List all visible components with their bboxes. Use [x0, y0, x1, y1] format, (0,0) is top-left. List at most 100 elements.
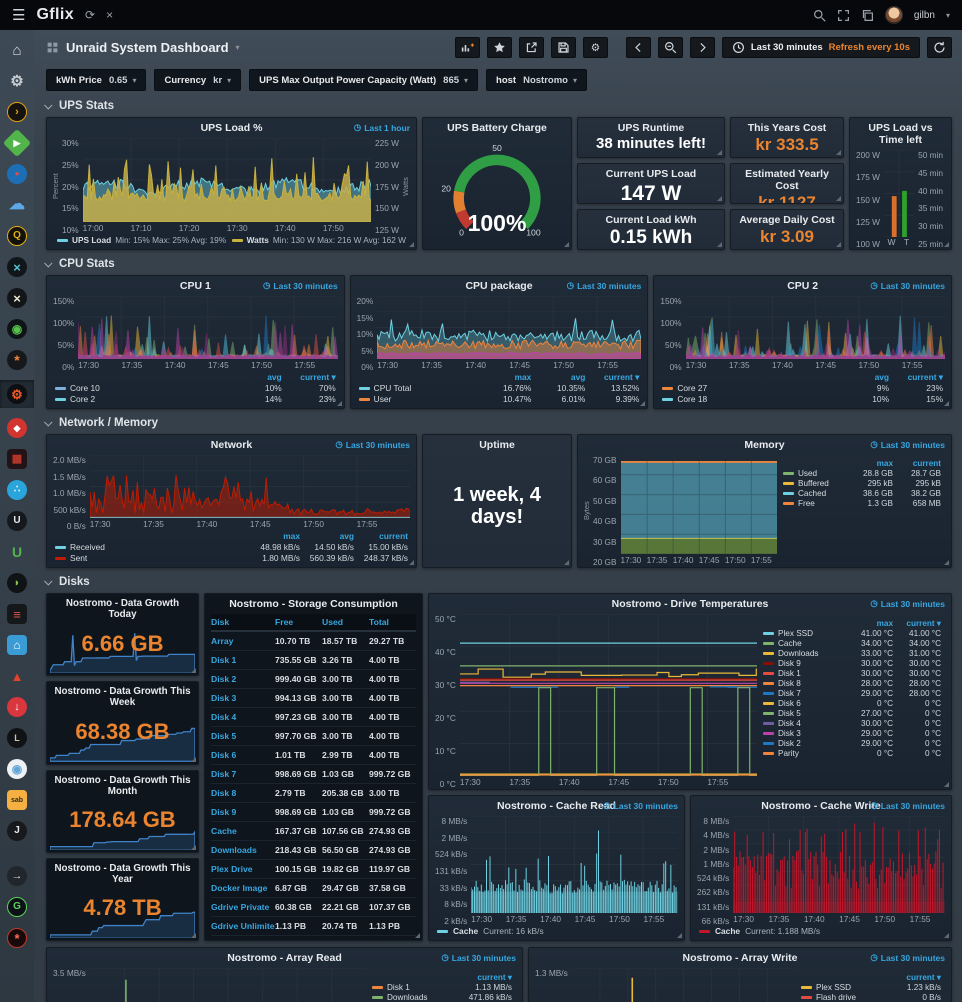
- legend-series-label[interactable]: Watts Min: 130 W Max: 216 W Avg: 162 W: [231, 235, 406, 245]
- legend-series-label[interactable]: Downloads: [763, 649, 845, 658]
- sidebar-item-netdata[interactable]: ◉: [0, 318, 34, 340]
- time-forward-button[interactable]: [689, 36, 715, 58]
- tab-refresh-icon[interactable]: ⟳: [85, 8, 96, 22]
- sidebar-item-security-shield[interactable]: ◆: [0, 417, 34, 439]
- legend-series-label[interactable]: Cached: [783, 489, 845, 498]
- ups-load-vs-time-chart[interactable]: [884, 150, 914, 237]
- legend-column-header[interactable]: current ▾: [906, 619, 941, 628]
- time-range-link[interactable]: ◷ Last 30 minutes: [335, 439, 410, 450]
- panel-title[interactable]: CPU 1 ◷ Last 30 minutes: [179, 280, 338, 292]
- legend-series-label[interactable]: Disk 5: [763, 709, 845, 718]
- section-header-network-memory[interactable]: Network / Memory: [44, 417, 952, 429]
- nostromo-drive-temperatures-chart[interactable]: [460, 614, 757, 776]
- legend-series-label[interactable]: Cache: [453, 926, 479, 936]
- panel-title[interactable]: Nostromo - Cache Write ◷ Last 30 minutes: [761, 800, 945, 812]
- legend-column-header[interactable]: avg: [339, 531, 354, 541]
- zoom-out-button[interactable]: [657, 36, 683, 58]
- search-icon[interactable]: [813, 9, 826, 22]
- legend-column-header[interactable]: current: [379, 531, 408, 541]
- legend-series-label[interactable]: Received: [55, 542, 246, 552]
- variable-dropdown[interactable]: UPS Max Output Power Capacity (Watt) 865 ▾: [249, 69, 479, 91]
- refresh-dashboard-button[interactable]: [927, 36, 952, 58]
- sidebar-item-red-logo[interactable]: *: [0, 927, 34, 949]
- legend-series-label[interactable]: Disk 4: [763, 719, 845, 728]
- dashboard-picker-icon[interactable]: [46, 41, 59, 54]
- sidebar-item-plate-app[interactable]: ◗: [0, 572, 34, 594]
- legend-series-label[interactable]: Disk 1: [372, 983, 464, 992]
- sidebar-item-redblocks[interactable]: ▦: [0, 448, 34, 470]
- share-dashboard-button[interactable]: [518, 36, 544, 58]
- legend-series-label[interactable]: Core 18: [662, 394, 835, 404]
- panel-title[interactable]: Average Daily Cost: [739, 214, 835, 226]
- legend-column-header[interactable]: current ▾: [906, 973, 941, 982]
- legend-column-header[interactable]: current: [912, 459, 941, 468]
- table-header-cell[interactable]: Used: [322, 617, 344, 627]
- sidebar-item-docker-bars[interactable]: ≡: [0, 603, 34, 625]
- legend-series-label[interactable]: Core 10: [55, 383, 228, 393]
- time-range-link[interactable]: ◷ Last 30 minutes: [263, 280, 338, 291]
- panel-title[interactable]: Uptime: [479, 439, 515, 451]
- save-dashboard-button[interactable]: [550, 36, 576, 58]
- sidebar-item-sabnzbd[interactable]: sab: [0, 789, 34, 811]
- sidebar-item-emby[interactable]: ▶: [0, 128, 34, 158]
- panel-title[interactable]: Nostromo - Array Write ◷ Last 30 minutes: [682, 952, 945, 964]
- legend-series-label[interactable]: Cache: [714, 926, 741, 936]
- time-range-link[interactable]: ◷ Last 30 minutes: [870, 800, 945, 811]
- growth-sparkline[interactable]: [50, 896, 195, 938]
- sidebar-item-grafana[interactable]: ⚙: [0, 380, 34, 408]
- panel-title[interactable]: Nostromo - Array Read ◷ Last 30 minutes: [227, 952, 516, 964]
- nostromo-array-read-chart[interactable]: [90, 968, 366, 1002]
- sidebar-item-tautulli[interactable]: ›: [0, 101, 34, 123]
- sidebar-item-github[interactable]: G: [0, 896, 34, 918]
- star-dashboard-button[interactable]: [486, 36, 512, 58]
- time-picker[interactable]: Last 30 minutes Refresh every 10s: [721, 36, 920, 58]
- legend-series-label[interactable]: Sent: [55, 553, 246, 563]
- table-header-cell[interactable]: Total: [369, 617, 389, 627]
- panel-title[interactable]: Memory ◷ Last 30 minutes: [744, 439, 945, 451]
- legend-series-label[interactable]: Core 2: [55, 394, 228, 404]
- time-range-link[interactable]: ◷ Last 30 minutes: [441, 952, 516, 963]
- panel-title[interactable]: UPS Runtime: [617, 122, 685, 134]
- legend-series-label[interactable]: User: [358, 394, 478, 404]
- legend-column-header[interactable]: max: [514, 372, 532, 382]
- legend-column-header[interactable]: max: [876, 459, 893, 468]
- legend-series-label[interactable]: Disk 8: [763, 679, 845, 688]
- sidebar-item-sign-out[interactable]: →: [0, 865, 34, 887]
- table-header-cell[interactable]: Disk: [211, 617, 230, 627]
- legend-series-label[interactable]: UPS Load Min: 15% Max: 25% Avg: 19%: [57, 235, 226, 245]
- app-title[interactable]: Gflix: [36, 6, 75, 23]
- panel-title[interactable]: Nostromo - Storage Consumption: [229, 598, 398, 610]
- sidebar-item-cloud-app[interactable]: ☁: [0, 194, 34, 216]
- panel-title[interactable]: UPS Load vs Time left: [868, 122, 933, 146]
- sidebar-item-app-x-teal[interactable]: ×: [0, 256, 34, 278]
- fullscreen-icon[interactable]: [837, 9, 850, 22]
- legend-series-label[interactable]: CPU Total: [358, 383, 478, 393]
- time-back-button[interactable]: [625, 36, 651, 58]
- panel-title[interactable]: UPS Load % ◷ Last 1 hour: [200, 122, 410, 134]
- panel-title[interactable]: Nostromo - Data Growth This Year: [54, 862, 191, 885]
- legend-column-header[interactable]: max: [876, 618, 893, 628]
- panel-title[interactable]: UPS Battery Charge: [447, 122, 547, 134]
- legend-series-label[interactable]: Buffered: [783, 479, 845, 488]
- legend-series-label[interactable]: Disk 3: [763, 729, 845, 738]
- sidebar-item-home-assistant[interactable]: ⌂: [0, 634, 34, 656]
- sidebar-item-jackett-jacket[interactable]: J: [0, 820, 34, 842]
- sidebar-item-connections[interactable]: *: [0, 349, 34, 371]
- panel-title[interactable]: CPU package ◷ Last 30 minutes: [465, 280, 642, 292]
- dashboard-title[interactable]: Unraid System Dashboard: [66, 39, 229, 55]
- time-range-link[interactable]: ◷ Last 30 minutes: [567, 280, 642, 291]
- panel-title[interactable]: Nostromo - Data Growth Today: [65, 598, 180, 620]
- time-range-link[interactable]: ◷ Last 30 minutes: [870, 598, 945, 609]
- nostromo-array-write-chart[interactable]: [572, 968, 795, 1002]
- sidebar-item-trakt[interactable]: ∴: [0, 479, 34, 501]
- section-header-disks[interactable]: Disks: [44, 576, 952, 588]
- username[interactable]: gilbn: [913, 9, 935, 21]
- legend-series-label[interactable]: Disk 7: [763, 689, 845, 698]
- memory-chart[interactable]: [620, 455, 777, 554]
- legend-series-label[interactable]: Disk 1: [763, 669, 845, 678]
- user-avatar[interactable]: [884, 6, 903, 24]
- panel-title[interactable]: Estimated Yearly Cost: [745, 168, 829, 192]
- panel-title[interactable]: Current UPS Load: [605, 168, 697, 180]
- panel-title[interactable]: Network ◷ Last 30 minutes: [210, 439, 410, 451]
- network-chart[interactable]: [89, 455, 410, 518]
